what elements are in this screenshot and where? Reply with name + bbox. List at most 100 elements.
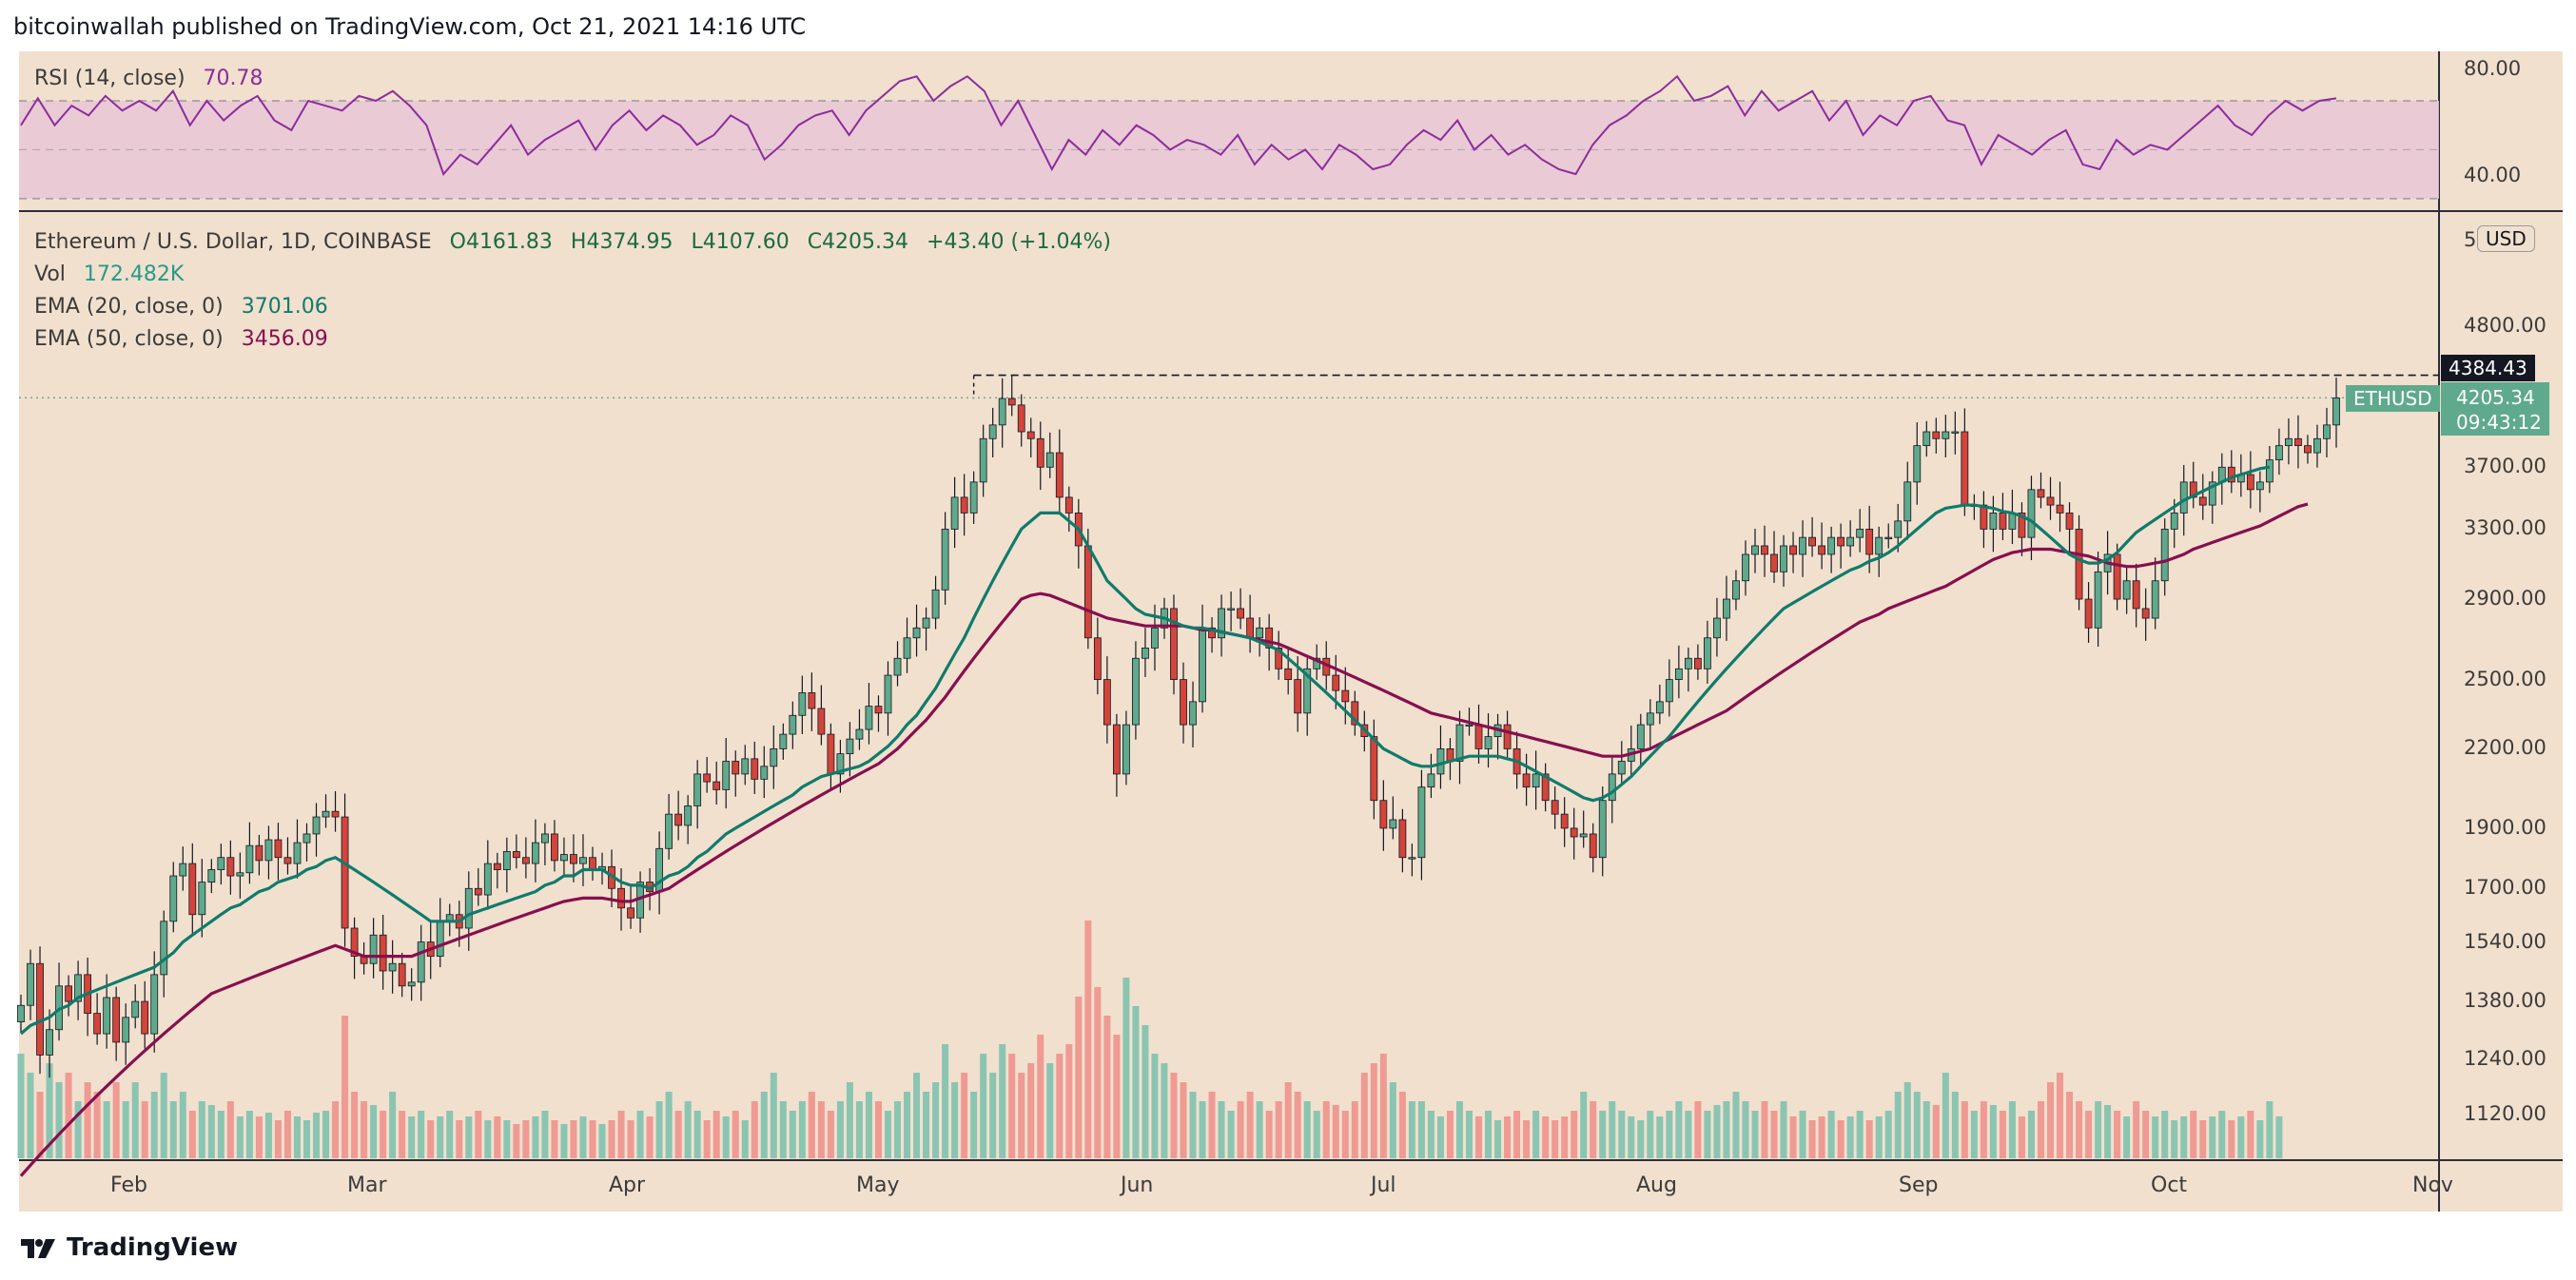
candle-body — [1674, 668, 1683, 680]
volume-bar — [1199, 1101, 1206, 1158]
candle-body — [1751, 545, 1759, 555]
vol-legend: Vol 172.482K — [34, 262, 195, 286]
candle-body — [1818, 545, 1826, 555]
volume-bar — [1732, 1092, 1740, 1158]
volume-bar — [2076, 1101, 2083, 1158]
volume-bar — [522, 1120, 530, 1158]
candle-body — [17, 1004, 25, 1022]
volume-bar — [789, 1111, 796, 1158]
candle-body — [122, 1017, 130, 1043]
volume-bar — [551, 1120, 558, 1158]
candle-body — [579, 857, 587, 864]
candle-body — [1370, 736, 1378, 802]
candle-body — [2160, 529, 2169, 582]
volume-bar — [608, 1120, 615, 1158]
candle-body — [369, 934, 378, 964]
candle-body — [131, 1000, 140, 1018]
candle-body — [1570, 827, 1578, 838]
rsi-tick-80: 80.00 — [2464, 57, 2522, 80]
candle-body — [703, 773, 712, 783]
candle-body — [2246, 474, 2254, 491]
volume-bar — [989, 1073, 997, 1158]
candle-body — [436, 921, 444, 957]
candle-body — [1180, 679, 1187, 726]
candle-body — [541, 833, 549, 844]
volume-bar — [503, 1120, 511, 1158]
volume-bar — [475, 1111, 482, 1158]
candle-body — [141, 1000, 149, 1035]
volume-bar — [1379, 1054, 1387, 1158]
ema20-line — [19, 465, 2271, 1036]
volume-bar — [703, 1120, 711, 1158]
time-label-oct: Oct — [2151, 1173, 2188, 1197]
candle-body — [93, 1013, 102, 1035]
currency-button[interactable]: USD — [2477, 225, 2535, 252]
volume-bar — [1446, 1111, 1454, 1158]
candle-body — [960, 496, 968, 514]
price-tick: 1540.00 — [2464, 929, 2547, 953]
volume-bar — [932, 1082, 940, 1158]
volume-bar — [1189, 1092, 1197, 1158]
volume-bar — [1618, 1111, 1626, 1158]
candle-body — [1093, 637, 1102, 680]
volume-bar — [456, 1120, 463, 1158]
volume-bar — [1780, 1101, 1787, 1158]
candle-body — [1265, 627, 1274, 649]
time-label-nov: Nov — [2412, 1173, 2453, 1197]
volume-bar — [2171, 1120, 2178, 1158]
candle-body — [865, 706, 873, 730]
volume-bar — [1284, 1082, 1292, 1158]
candle-body — [1684, 657, 1692, 669]
chart-area[interactable] — [19, 51, 2563, 1212]
volume-bar — [732, 1111, 739, 1158]
candle-body — [502, 851, 511, 870]
volume-bar — [1656, 1116, 1664, 1158]
candle-body — [760, 766, 769, 780]
candle-body — [464, 887, 473, 929]
volume-bar — [342, 1016, 349, 1158]
volume-bar — [1485, 1111, 1493, 1158]
volume-bar — [1532, 1111, 1540, 1158]
volume-bar — [1494, 1120, 1502, 1158]
volume-bar — [1246, 1092, 1254, 1158]
volume-bar — [217, 1111, 224, 1158]
tradingview-logo[interactable]: TradingView — [19, 1229, 238, 1267]
candle-body — [779, 733, 788, 749]
candle-body — [1551, 800, 1559, 815]
volume-bar — [465, 1116, 473, 1158]
candle-body — [1532, 773, 1540, 788]
volume-bar — [322, 1111, 330, 1158]
volume-bar — [904, 1092, 911, 1158]
volume-bar — [779, 1101, 787, 1158]
volume-bar — [2123, 1116, 2131, 1158]
candle-body — [1655, 701, 1664, 714]
candle-body — [1303, 668, 1312, 714]
candle-body — [1351, 701, 1359, 726]
candle-body — [245, 844, 254, 874]
volume-bar — [627, 1120, 634, 1158]
volume-bar — [2218, 1111, 2226, 1158]
rsi-label: RSI (14, close) — [34, 67, 185, 90]
volume-bar — [1637, 1120, 1645, 1158]
candle-body — [2094, 571, 2102, 629]
volume-bar — [2247, 1111, 2254, 1158]
volume-bar — [2199, 1120, 2207, 1158]
volume-bar — [1723, 1101, 1730, 1158]
candle-body — [988, 424, 997, 439]
candle-body — [2122, 580, 2131, 600]
volume-bar — [484, 1120, 492, 1158]
ema50-legend: EMA (50, close, 0) 3456.09 — [34, 327, 340, 351]
volume-bar — [1599, 1111, 1607, 1158]
candle-body — [1579, 833, 1588, 838]
volume-bar — [1027, 1063, 1035, 1158]
volume-bar — [674, 1111, 682, 1158]
volume-bar — [980, 1054, 987, 1158]
volume-bar — [131, 1082, 139, 1158]
volume-bar — [2209, 1116, 2216, 1158]
volume-bar — [970, 1092, 978, 1158]
candle-body — [1112, 724, 1121, 775]
volume-bar — [1466, 1111, 1473, 1158]
volume-bar — [27, 1073, 34, 1158]
candle-body — [521, 857, 530, 864]
